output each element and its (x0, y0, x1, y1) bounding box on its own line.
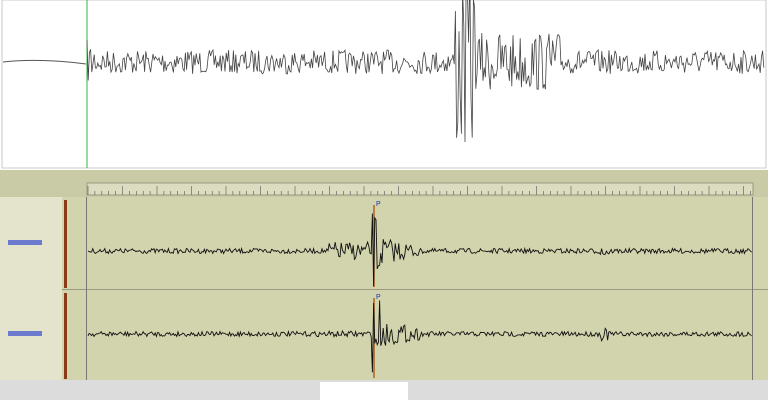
waveform (86, 0, 765, 143)
waveform (87, 213, 752, 287)
pick-label: P (376, 201, 381, 208)
waveform (87, 300, 752, 373)
pick-label: P (376, 294, 381, 301)
channel-labels (0, 197, 62, 380)
overview-border (1, 0, 767, 169)
waveform (2, 59, 87, 65)
overview-panel (0, 0, 768, 170)
channel-label (8, 240, 42, 245)
gain-bar (64, 200, 67, 288)
scroll-thumb (320, 382, 408, 400)
channel-label (8, 331, 42, 336)
gain-bar (64, 293, 67, 379)
waveforms (2, 0, 765, 373)
ruler-scale (86, 182, 754, 196)
ruler-ticks (87, 186, 751, 195)
